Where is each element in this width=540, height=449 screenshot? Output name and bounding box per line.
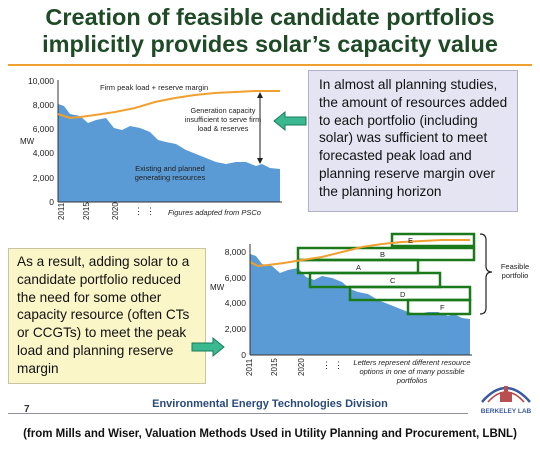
top-gen-capacity-label-box: Generation capacity insufficient to serv… — [184, 106, 262, 133]
top-y-tick-8000: 8,000 — [33, 100, 55, 110]
bottom-x-tick-2020: 2020 — [297, 358, 306, 376]
portfolio-letter-a: A — [356, 263, 361, 272]
bottom-y-tick-6000: 6,000 — [225, 273, 247, 283]
top-y-tick-2000: 2,000 — [33, 173, 55, 183]
top-x-tick-2015: 2015 — [82, 202, 91, 220]
top-x-ellipsis-2: ⋮ — [146, 206, 155, 216]
portfolio-box-b — [296, 246, 476, 262]
callout-adding-solar-text: As a result, adding solar to a candidate… — [17, 254, 190, 376]
bottom-y-unit: MW — [210, 283, 225, 292]
callout-planning-studies: In almost all planning studies, the amou… — [308, 70, 518, 212]
footer-divider — [8, 413, 468, 414]
portfolio-letter-b: B — [380, 250, 385, 259]
top-caption: Figures adapted from PSCo — [168, 208, 261, 217]
bottom-firm-peak-line — [249, 239, 470, 268]
top-y-unit: MW — [20, 137, 35, 146]
callout-planning-studies-text: In almost all planning studies, the amou… — [319, 77, 508, 199]
bottom-x-tick-2015: 2015 — [270, 358, 279, 376]
bottom-y-tick-2000: 2,000 — [225, 324, 247, 334]
left-arrow-icon — [273, 110, 307, 132]
bottom-y-tick-8000: 8,000 — [225, 247, 247, 257]
portfolio-letter-f: F — [440, 303, 445, 312]
bottom-existing-resources-area — [250, 254, 470, 355]
page-number: 7 — [24, 404, 30, 415]
portfolio-box-e — [390, 232, 476, 248]
source-citation: (from Mills and Wiser, Valuation Methods… — [23, 428, 517, 440]
bottom-caption: Letters represent different resource opt… — [353, 358, 471, 385]
title-line-1: Creation of feasible candidate portfolio… — [45, 4, 495, 30]
top-x-ellipsis-1: ⋮ — [134, 206, 143, 216]
bottom-y-tick-0: 0 — [241, 350, 246, 360]
top-existing-label: Existing and planned generating resource… — [134, 164, 206, 182]
berkeley-lab-logo: BERKELEY LAB — [481, 386, 532, 415]
top-x-tick-2020: 2020 — [111, 202, 120, 220]
bottom-chart: 8,000 6,000 4,000 2,000 0 MW E B A C D F… — [210, 232, 530, 385]
portfolio-boxes — [296, 232, 476, 316]
top-y-tick-10000: 10,000 — [28, 76, 54, 86]
bottom-caption-box: Letters represent different resource opt… — [353, 358, 471, 385]
callout-adding-solar: As a result, adding solar to a candidate… — [8, 248, 206, 384]
bottom-x-ellipsis-2: ⋮ — [334, 360, 343, 370]
portfolio-letter-c: C — [390, 276, 396, 285]
top-gen-capacity-label: Generation capacity insufficient to serv… — [184, 106, 262, 133]
title-line-2: implicitly provides solar’s capacity val… — [42, 31, 498, 57]
top-firm-peak-line — [57, 90, 280, 120]
portfolio-box-f — [406, 298, 472, 316]
bottom-x-ellipsis-1: ⋮ — [322, 360, 331, 370]
top-y-tick-0: 0 — [49, 197, 54, 207]
right-arrow-icon — [191, 336, 225, 358]
portfolio-letter-e: E — [408, 236, 413, 245]
top-existing-label-box: Existing and planned generating resource… — [134, 164, 206, 182]
slide-title: Creation of feasible candidate portfolio… — [0, 4, 540, 58]
feasible-portfolio-label: Feasible portfolio — [500, 262, 530, 280]
division-name: Environmental Energy Technologies Divisi… — [152, 398, 388, 410]
feasible-brace — [479, 233, 493, 315]
logo-text: BERKELEY LAB — [481, 408, 532, 415]
portfolio-letter-d: D — [400, 290, 406, 299]
top-chart: 10,000 8,000 6,000 4,000 2,000 0 MW Firm… — [20, 76, 282, 220]
feasible-label-box: Feasible portfolio — [500, 262, 530, 280]
title-divider — [8, 64, 532, 66]
top-x-tick-2011: 2011 — [57, 202, 66, 220]
bottom-x-tick-2011: 2011 — [245, 358, 254, 376]
top-y-tick-4000: 4,000 — [33, 148, 55, 158]
top-y-tick-6000: 6,000 — [33, 124, 55, 134]
bottom-y-tick-4000: 4,000 — [225, 298, 247, 308]
top-firm-peak-label: Firm peak load + reserve margin — [100, 83, 208, 92]
top-existing-resources-area — [58, 104, 280, 202]
